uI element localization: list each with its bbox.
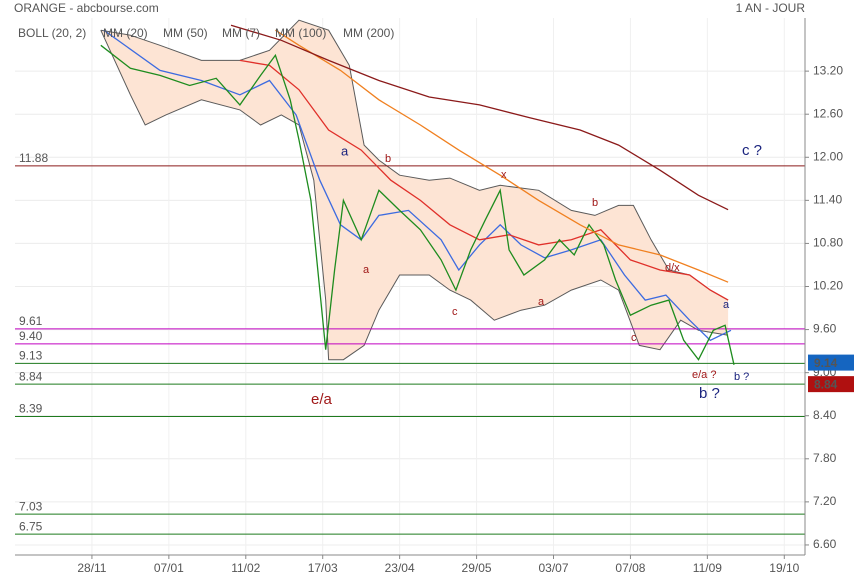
annotation: a xyxy=(363,264,370,276)
bollinger-lower xyxy=(100,29,729,361)
legend-entry: MM (200) xyxy=(343,26,394,40)
annotation: c xyxy=(631,332,637,344)
bollinger-fill xyxy=(100,20,729,360)
price-tag xyxy=(808,376,854,393)
x-tick-label: 17/03 xyxy=(308,561,338,575)
bollinger-upper xyxy=(100,19,729,301)
y-tick-label: 11.40 xyxy=(813,193,842,207)
x-tick-label: 11/02 xyxy=(231,561,260,575)
y-tick-label: 12.60 xyxy=(813,106,843,120)
y-tick-label: 10.80 xyxy=(813,236,843,250)
y-tick-label: 7.80 xyxy=(813,451,837,465)
x-tick-label: 19/10 xyxy=(769,561,799,575)
y-tick-label: 9.60 xyxy=(813,322,837,336)
y-tick-label: 10.20 xyxy=(813,279,843,293)
annotation: a xyxy=(723,299,730,311)
x-tick-label: 11/09 xyxy=(693,561,722,575)
series-line xyxy=(275,29,729,283)
annotations: a b a c x a b c d/x a e/a ? b ? b ? e/a … xyxy=(311,142,762,408)
series-group xyxy=(100,24,735,365)
series-line xyxy=(103,29,732,342)
level-label: 9.61 xyxy=(19,314,43,328)
x-tick-label: 28/11 xyxy=(77,561,106,575)
price-tag-label: 8.84 xyxy=(814,377,838,391)
annotation: x xyxy=(501,169,507,181)
annotation: a xyxy=(538,296,545,308)
legend-entry: MM (20) xyxy=(103,26,148,40)
series-line xyxy=(230,24,729,211)
annotation: b ? xyxy=(734,371,749,383)
y-tick-label: 12.00 xyxy=(813,149,843,163)
legend-entry: MM (7) xyxy=(222,26,260,40)
price-tag xyxy=(808,354,854,371)
chart-title: ORANGE - abcbourse.com xyxy=(14,1,159,15)
legend-entry: BOLL (20, 2) xyxy=(18,26,86,40)
level-label: 6.75 xyxy=(19,519,43,533)
level-label: 9.40 xyxy=(19,329,43,343)
x-tick-label: 07/08 xyxy=(615,561,645,575)
y-tick-label: 7.20 xyxy=(813,494,837,508)
y-tick-label: 13.20 xyxy=(813,63,843,77)
x-tick-label: 03/07 xyxy=(538,561,568,575)
series-line xyxy=(100,44,735,365)
x-tick-label: 23/04 xyxy=(385,561,415,575)
level-label: 9.13 xyxy=(19,348,43,362)
x-tick-label: 07/01 xyxy=(154,561,184,575)
annotation: c ? xyxy=(742,142,762,159)
bollinger-group xyxy=(100,19,729,361)
level-label: 7.03 xyxy=(19,499,43,513)
annotation: a xyxy=(341,143,349,158)
grid: 13.2012.6012.0011.4010.8010.209.609.008.… xyxy=(15,18,843,575)
legend-entry: MM (50) xyxy=(163,26,208,40)
level-label: 8.39 xyxy=(19,402,43,416)
y-tick-label: 6.60 xyxy=(813,537,837,551)
annotation: d/x xyxy=(665,262,680,274)
annotation: c xyxy=(452,306,458,318)
annotation: b xyxy=(385,153,391,165)
price-tags: 9.14 8.84 xyxy=(808,354,854,393)
x-tick-label: 29/05 xyxy=(462,561,492,575)
annotation: e/a ? xyxy=(692,369,716,381)
y-tick-label: 8.40 xyxy=(813,408,837,422)
level-label: 8.84 xyxy=(19,369,43,383)
annotation: b xyxy=(592,197,598,209)
annotation: b ? xyxy=(699,385,720,402)
legend-entry: MM (100) xyxy=(275,26,326,40)
annotation: e/a xyxy=(311,391,333,408)
level-label: 11.88 xyxy=(19,151,48,165)
series-line xyxy=(239,59,729,301)
levels: 11.88 9.619.40 9.13 8.84 8.39 7.03 6.75 xyxy=(15,151,805,535)
price-tag-label: 9.14 xyxy=(814,356,838,370)
period: 1 AN - JOUR xyxy=(736,1,806,15)
